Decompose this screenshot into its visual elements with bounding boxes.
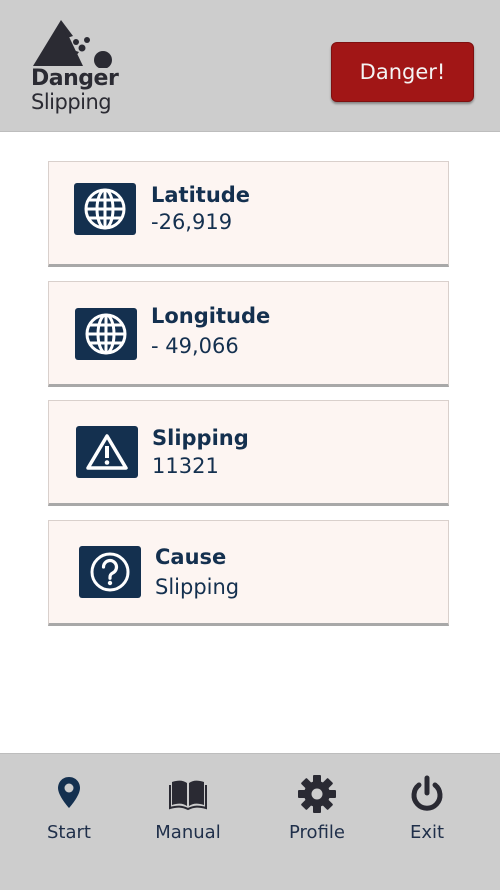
nav-label: Exit xyxy=(409,822,445,843)
map-pin-icon xyxy=(58,777,80,808)
book-icon xyxy=(169,780,207,811)
danger-alert-button[interactable]: Danger! xyxy=(331,42,474,102)
card-value: - 49,066 xyxy=(151,334,239,358)
card-label: Cause xyxy=(155,545,227,569)
card-label: Slipping xyxy=(152,426,249,450)
globe-icon xyxy=(75,308,137,360)
nav-manual[interactable]: Manual xyxy=(133,774,243,844)
cause-card: Cause Slipping xyxy=(48,520,449,626)
logo-subtitle: Slipping xyxy=(31,90,112,114)
nav-label: Profile xyxy=(289,822,345,843)
power-icon xyxy=(411,775,443,811)
card-value: 11321 xyxy=(152,454,219,478)
nav-start[interactable]: Start xyxy=(14,774,124,844)
app-logo: Danger Slipping xyxy=(28,18,128,118)
card-label: Latitude xyxy=(151,183,251,207)
warning-icon xyxy=(76,426,138,478)
question-icon xyxy=(79,546,141,598)
nav-profile[interactable]: Profile xyxy=(262,774,372,844)
globe-icon xyxy=(74,183,136,235)
longitude-card: Longitude - 49,066 xyxy=(48,281,449,387)
landslide-icon xyxy=(33,20,112,68)
logo-title: Danger xyxy=(31,66,119,91)
card-value: Slipping xyxy=(155,575,240,599)
latitude-card: Latitude -26,919 xyxy=(48,161,449,267)
app-header: Danger Slipping Danger! xyxy=(0,0,500,132)
bottom-navigation: Start Manual Profile xyxy=(0,753,500,890)
gear-icon xyxy=(298,775,336,813)
card-label: Longitude xyxy=(151,304,271,328)
nav-exit[interactable]: Exit xyxy=(372,774,482,844)
nav-label: Manual xyxy=(155,822,221,843)
nav-label: Start xyxy=(47,822,91,843)
card-value: -26,919 xyxy=(151,210,233,234)
slipping-card: Slipping 11321 xyxy=(48,400,449,506)
